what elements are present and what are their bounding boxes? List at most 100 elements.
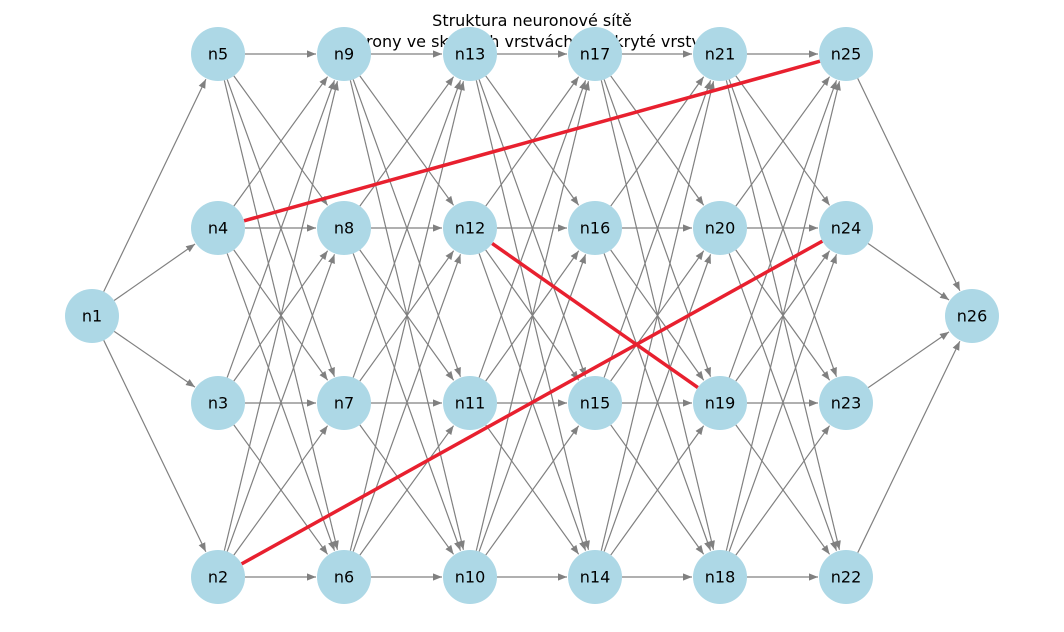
node-circle: [443, 201, 497, 255]
node-n26: n26: [945, 289, 999, 343]
node-circle: [191, 27, 245, 81]
node-label: n18: [705, 568, 736, 587]
node-n6: n6: [317, 550, 371, 604]
node-n20: n20: [693, 201, 747, 255]
edge-n19-n25: [728, 80, 838, 378]
node-circle: [317, 550, 371, 604]
node-label: n22: [831, 568, 862, 587]
highlighted-edge-n4-n25: [243, 59, 821, 223]
node-n1: n1: [65, 289, 119, 343]
node-label: n17: [580, 45, 611, 64]
node-n17: n17: [568, 27, 622, 81]
node-label: n10: [455, 568, 486, 587]
node-label: n6: [334, 568, 354, 587]
node-n11: n11: [443, 376, 497, 430]
node-circle: [693, 550, 747, 604]
node-circle: [819, 27, 873, 81]
node-n13: n13: [443, 27, 497, 81]
node-circle: [317, 201, 371, 255]
edge-n2-n8: [226, 254, 336, 552]
edge-n23-n26: [867, 331, 950, 389]
node-n9: n9: [317, 27, 371, 81]
edge-n3-n9: [226, 80, 336, 378]
node-label: n5: [208, 45, 228, 64]
edge-n7-n13: [352, 80, 462, 378]
node-circle: [568, 27, 622, 81]
node-n22: n22: [819, 550, 873, 604]
edge-n6-n13: [349, 81, 465, 551]
highlighted-edge-n2-n24: [240, 239, 824, 566]
edge-n2-n9: [223, 81, 339, 551]
node-circle: [693, 27, 747, 81]
node-label: n16: [580, 219, 611, 238]
node-n19: n19: [693, 376, 747, 430]
node-label: n19: [705, 394, 736, 413]
node-circle: [443, 550, 497, 604]
node-circle: [568, 201, 622, 255]
node-circle: [191, 201, 245, 255]
node-label: n23: [831, 394, 862, 413]
edge-n1-n2: [103, 340, 207, 553]
node-label: n1: [82, 307, 102, 326]
node-n4: n4: [191, 201, 245, 255]
node-circle: [693, 376, 747, 430]
node-circle: [191, 550, 245, 604]
edge-n10-n17: [475, 81, 590, 551]
node-circle: [443, 376, 497, 430]
node-n3: n3: [191, 376, 245, 430]
node-n5: n5: [191, 27, 245, 81]
edge-n15-n21: [603, 80, 712, 378]
node-circle: [693, 201, 747, 255]
edge-n24-n26: [867, 242, 950, 301]
node-label: n20: [705, 219, 736, 238]
node-circle: [819, 201, 873, 255]
node-n15: n15: [568, 376, 622, 430]
node-label: n8: [334, 219, 354, 238]
node-n7: n7: [317, 376, 371, 430]
edge-n6-n12: [352, 254, 462, 552]
edges-layer: [103, 50, 961, 581]
node-n24: n24: [819, 201, 873, 255]
node-label: n25: [831, 45, 862, 64]
diagram-title: Struktura neuronové sítě: [432, 11, 632, 30]
edge-n20-n25: [735, 76, 831, 207]
highlighted-edges-layer: [240, 59, 824, 566]
node-circle: [819, 376, 873, 430]
edge-n14-n19: [610, 425, 705, 556]
diagram-title-block: Struktura neuronové sítě Neurony ve skry…: [0, 10, 1064, 52]
edge-n4-n9: [233, 76, 329, 207]
node-circle: [317, 376, 371, 430]
node-circle: [191, 376, 245, 430]
edge-n18-n25: [725, 81, 841, 551]
edge-n14-n20: [603, 254, 712, 552]
node-label: n3: [208, 394, 228, 413]
edge-n1-n3: [113, 330, 196, 388]
edge-n25-n26: [857, 78, 961, 292]
node-n16: n16: [568, 201, 622, 255]
node-label: n4: [208, 219, 228, 238]
node-circle: [65, 289, 119, 343]
node-circle: [317, 27, 371, 81]
node-label: n12: [455, 219, 486, 238]
node-label: n11: [455, 394, 486, 413]
nodes-layer: n1 n5 n4 n3 n2 n9 n8 n7 n6 n13 n12 n11 n10 n17 n16 n15 n…: [65, 27, 999, 604]
node-n14: n14: [568, 550, 622, 604]
node-n25: n25: [819, 27, 873, 81]
node-label: n15: [580, 394, 611, 413]
edge-n14-n21: [600, 81, 715, 551]
node-label: n2: [208, 568, 228, 587]
diagram-subtitle: Neurony ve skrytých vrstvách: 4, Skryté …: [334, 32, 730, 51]
node-circle: [568, 550, 622, 604]
edge-n1-n4: [113, 243, 196, 302]
highlighted-edge-n12-n19: [491, 242, 699, 389]
node-label: n9: [334, 45, 354, 64]
node-n10: n10: [443, 550, 497, 604]
node-n12: n12: [443, 201, 497, 255]
node-n18: n18: [693, 550, 747, 604]
node-n8: n8: [317, 201, 371, 255]
node-label: n7: [334, 394, 354, 413]
edge-n10-n15: [485, 425, 580, 556]
node-label: n24: [831, 219, 862, 238]
edge-n18-n23: [735, 425, 831, 556]
